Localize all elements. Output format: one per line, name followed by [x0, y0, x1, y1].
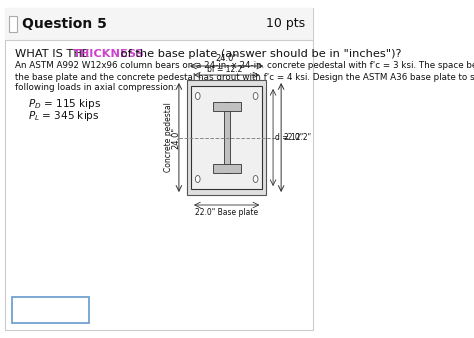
Text: of the base plate (answer should be in "inches")?: of the base plate (answer should be in "…	[117, 49, 401, 59]
Circle shape	[195, 175, 200, 183]
Text: THICKNESS: THICKNESS	[73, 49, 145, 59]
Text: Concrete pedestal: Concrete pedestal	[164, 102, 173, 172]
Text: 22.0": 22.0"	[283, 133, 303, 142]
Bar	[9, 16, 18, 32]
Circle shape	[253, 93, 258, 99]
Circle shape	[195, 93, 200, 99]
Bar	[224, 102, 230, 173]
Text: Question 5: Question 5	[21, 17, 106, 31]
Text: WHAT IS THE: WHAT IS THE	[15, 49, 96, 59]
Bar	[191, 86, 262, 189]
Text: following loads in axial compression:: following loads in axial compression:	[15, 83, 176, 93]
Text: 24.0": 24.0"	[172, 126, 181, 149]
Bar	[187, 80, 266, 195]
Bar	[12, 297, 90, 323]
Text: 24.0": 24.0"	[216, 54, 238, 63]
Bar	[212, 102, 241, 111]
Text: 10 pts: 10 pts	[266, 18, 305, 30]
Text: 22.0" Base plate: 22.0" Base plate	[195, 208, 258, 217]
Text: bf = 12.2": bf = 12.2"	[207, 65, 246, 74]
Bar	[5, 8, 313, 40]
Text: the base plate and the concrete pedestal has grout with f'c = 4 ksi. Design the : the base plate and the concrete pedestal…	[15, 72, 474, 81]
Text: $P_L$ = 345 kips: $P_L$ = 345 kips	[28, 109, 100, 123]
Circle shape	[253, 175, 258, 183]
Bar	[212, 164, 241, 173]
Text: d = 12.2": d = 12.2"	[275, 133, 311, 142]
Text: $P_D$ = 115 kips: $P_D$ = 115 kips	[28, 97, 101, 111]
Text: An ASTM A992 W12x96 column bears on a 24-in. x 24-in. concrete pedestal with f'c: An ASTM A992 W12x96 column bears on a 24…	[15, 62, 474, 71]
